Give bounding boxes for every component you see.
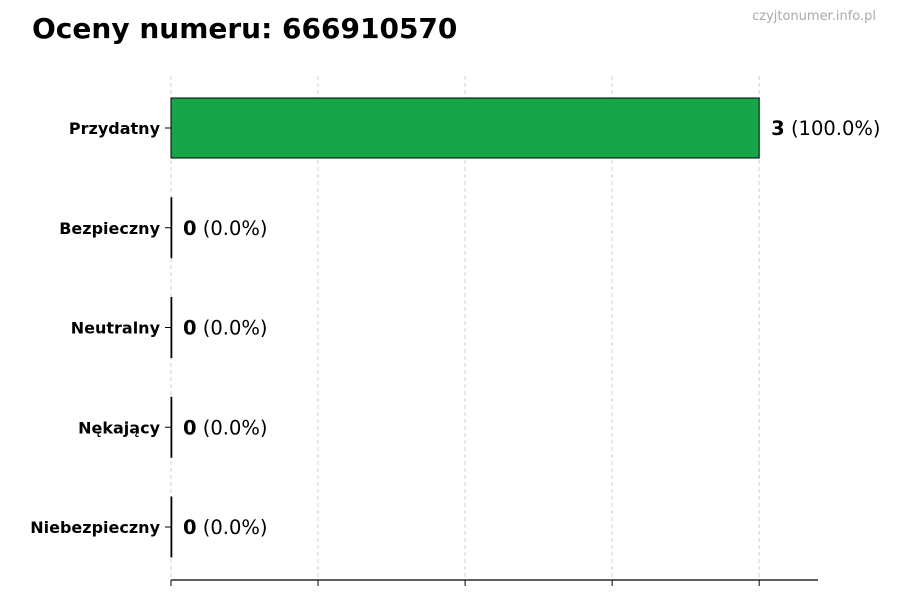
value-percent: (0.0%) [197,516,268,539]
value-percent: (0.0%) [197,416,268,439]
category-label: Bezpieczny [59,219,160,238]
bar [170,197,173,259]
value-label: 3 (100.0%) [771,117,880,140]
bar [170,297,173,358]
value-label: 0 (0.0%) [183,317,268,340]
watermark: czyjtonumer.info.pl [752,9,876,24]
value-count: 3 [771,117,785,140]
value-percent: (0.0%) [197,217,268,240]
category-label: Niebezpieczny [30,518,160,537]
chart-title: Oceny numeru: 666910570 [32,12,458,45]
value-label: 0 (0.0%) [183,416,268,439]
category-label: Neutralny [71,319,161,338]
category-label: Przydatny [69,119,161,138]
value-count: 0 [183,317,197,340]
bar [170,496,173,558]
value-percent: (100.0%) [785,117,881,140]
value-count: 0 [183,516,197,539]
category-label: Nękający [78,418,160,437]
value-count: 0 [183,416,197,439]
value-label: 0 (0.0%) [183,516,268,539]
value-count: 0 [183,217,197,240]
bar [170,97,760,159]
bar [170,396,173,458]
value-label: 0 (0.0%) [183,217,268,240]
value-percent: (0.0%) [197,317,268,340]
